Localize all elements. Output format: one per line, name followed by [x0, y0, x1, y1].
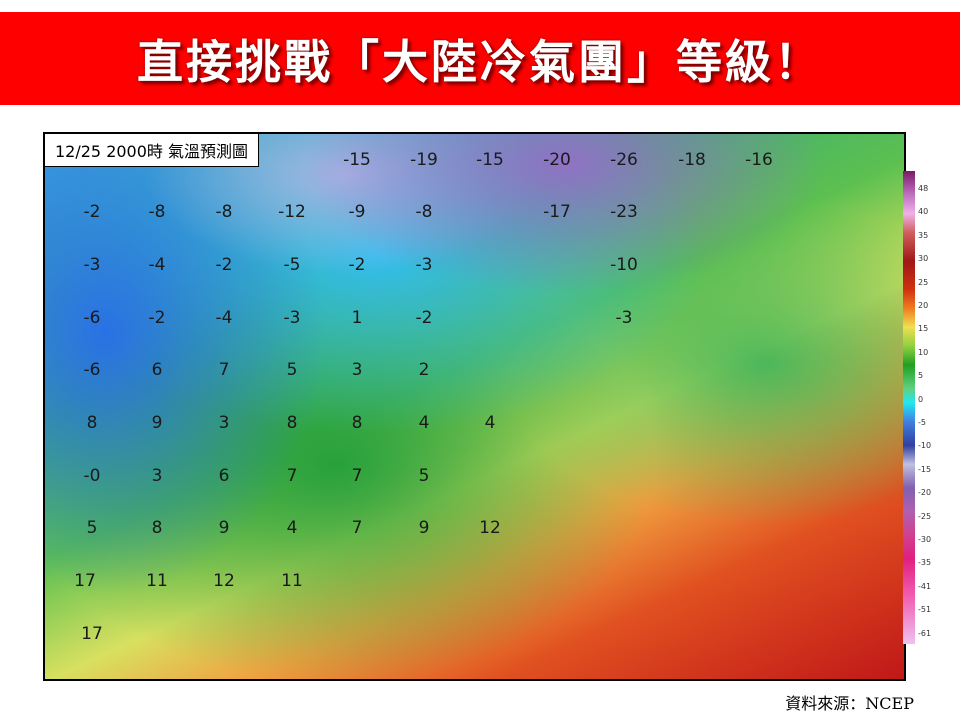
colorbar-tick: -10 [918, 441, 932, 451]
temperature-value: -20 [543, 150, 571, 170]
temperature-value: -4 [148, 255, 166, 275]
temperature-value: -2 [348, 255, 366, 275]
temperature-value: -18 [678, 150, 706, 170]
colorbar-tick: 30 [918, 254, 929, 264]
temperature-value: 11 [146, 571, 168, 591]
temperature-value: 3 [218, 413, 230, 433]
title-banner: 直接挑戰「大陸冷氣團」等級！ [0, 12, 960, 105]
temperature-value: 6 [151, 360, 163, 380]
temperature-value: -5 [283, 255, 301, 275]
temperature-value: -16 [745, 150, 773, 170]
temperature-value: 4 [286, 518, 298, 538]
colorbar-tick: 0 [918, 394, 924, 404]
temperature-forecast-map: 12/25 2000時 氣溫預測圖 -15 -19 -15 -20 -26 -18 -16-… [43, 132, 906, 681]
colorbar-tick: 20 [918, 301, 929, 310]
temperature-value: 7 [218, 360, 230, 380]
colorbar-tick: -51 [918, 605, 932, 615]
temperature-value: -10 [610, 255, 638, 275]
temperature-value: 7 [351, 518, 363, 538]
temperature-value: 2 [418, 360, 430, 380]
temperature-value: 5 [286, 360, 298, 380]
colorbar-tick: 25 [918, 277, 929, 287]
temperature-value: -12 [278, 202, 306, 222]
temperature-value: -2 [148, 308, 166, 328]
colorbar-tick: 5 [918, 371, 924, 381]
temperature-value: 8 [86, 413, 98, 433]
temperature-value: -2 [215, 255, 233, 275]
temperature-value: -8 [415, 202, 433, 222]
temperature-value: -8 [148, 202, 166, 222]
temperature-value: -8 [215, 202, 233, 222]
temperature-value: 9 [218, 518, 230, 538]
colorbar-tick: 15 [918, 324, 929, 334]
colorbar-tick: -15 [918, 464, 932, 474]
temperature-value: -15 [476, 150, 504, 170]
temperature-value: -4 [215, 308, 233, 328]
temperature-value: 9 [418, 518, 430, 538]
temperature-value: -23 [610, 202, 638, 222]
temperature-value: 5 [86, 518, 98, 538]
temperature-colorbar [903, 171, 915, 644]
temperature-value: 17 [81, 624, 103, 644]
temperature-value: -2 [415, 308, 433, 328]
temperature-value: -15 [343, 150, 371, 170]
temperature-value: 7 [286, 466, 298, 486]
temperature-value: 6 [218, 466, 230, 486]
colorbar-tick: -20 [918, 488, 932, 498]
temperature-value: -19 [410, 150, 438, 170]
temperature-value: 3 [151, 466, 163, 486]
temperature-value: -6 [83, 360, 101, 380]
temperature-value: 12 [213, 571, 235, 591]
temperature-value: -9 [348, 202, 366, 222]
temperature-value: -26 [610, 150, 638, 170]
colorbar-tick: -30 [918, 535, 932, 544]
temperature-value: 7 [351, 466, 363, 486]
colorbar-tick: -25 [918, 511, 932, 521]
temperature-value: 8 [151, 518, 163, 538]
temperature-value: -0 [83, 466, 101, 486]
temperature-value: 12 [479, 518, 501, 538]
temperature-value: 4 [418, 413, 430, 433]
colorbar-tick: -61 [918, 628, 932, 638]
temperature-value: -3 [415, 255, 433, 275]
colorbar-tick: 35 [918, 230, 929, 240]
map-label: 12/25 2000時 氣溫預測圖 [45, 134, 260, 167]
colorbar-tick: 10 [918, 347, 929, 357]
temperature-value: 3 [351, 360, 363, 380]
colorbar-tick: -35 [918, 558, 932, 568]
banner-title: 直接挑戰「大陸冷氣團」等級！ [137, 34, 823, 89]
data-source: 資料來源：NCEP [785, 694, 914, 713]
temperature-value: -3 [283, 308, 301, 328]
temperature-value: 8 [351, 413, 363, 433]
colorbar-tick: -5 [918, 418, 926, 427]
colorbar-tick: 48 [918, 184, 929, 193]
temperature-value: 11 [281, 571, 303, 591]
temperature-value: -6 [83, 308, 101, 328]
temperature-value: -2 [83, 202, 101, 222]
temperature-value: 1 [351, 308, 363, 328]
temperature-value: -3 [615, 308, 633, 328]
colorbar-tick: 40 [918, 207, 929, 217]
temperature-value: 9 [151, 413, 163, 433]
temperature-value: -3 [83, 255, 101, 275]
temperature-value: 4 [484, 413, 496, 433]
colorbar-tick: -41 [918, 581, 932, 591]
temperature-value: 17 [74, 571, 96, 591]
temperature-value: 8 [286, 413, 298, 433]
temperature-value: 5 [418, 466, 430, 486]
temperature-value: -17 [543, 202, 571, 222]
